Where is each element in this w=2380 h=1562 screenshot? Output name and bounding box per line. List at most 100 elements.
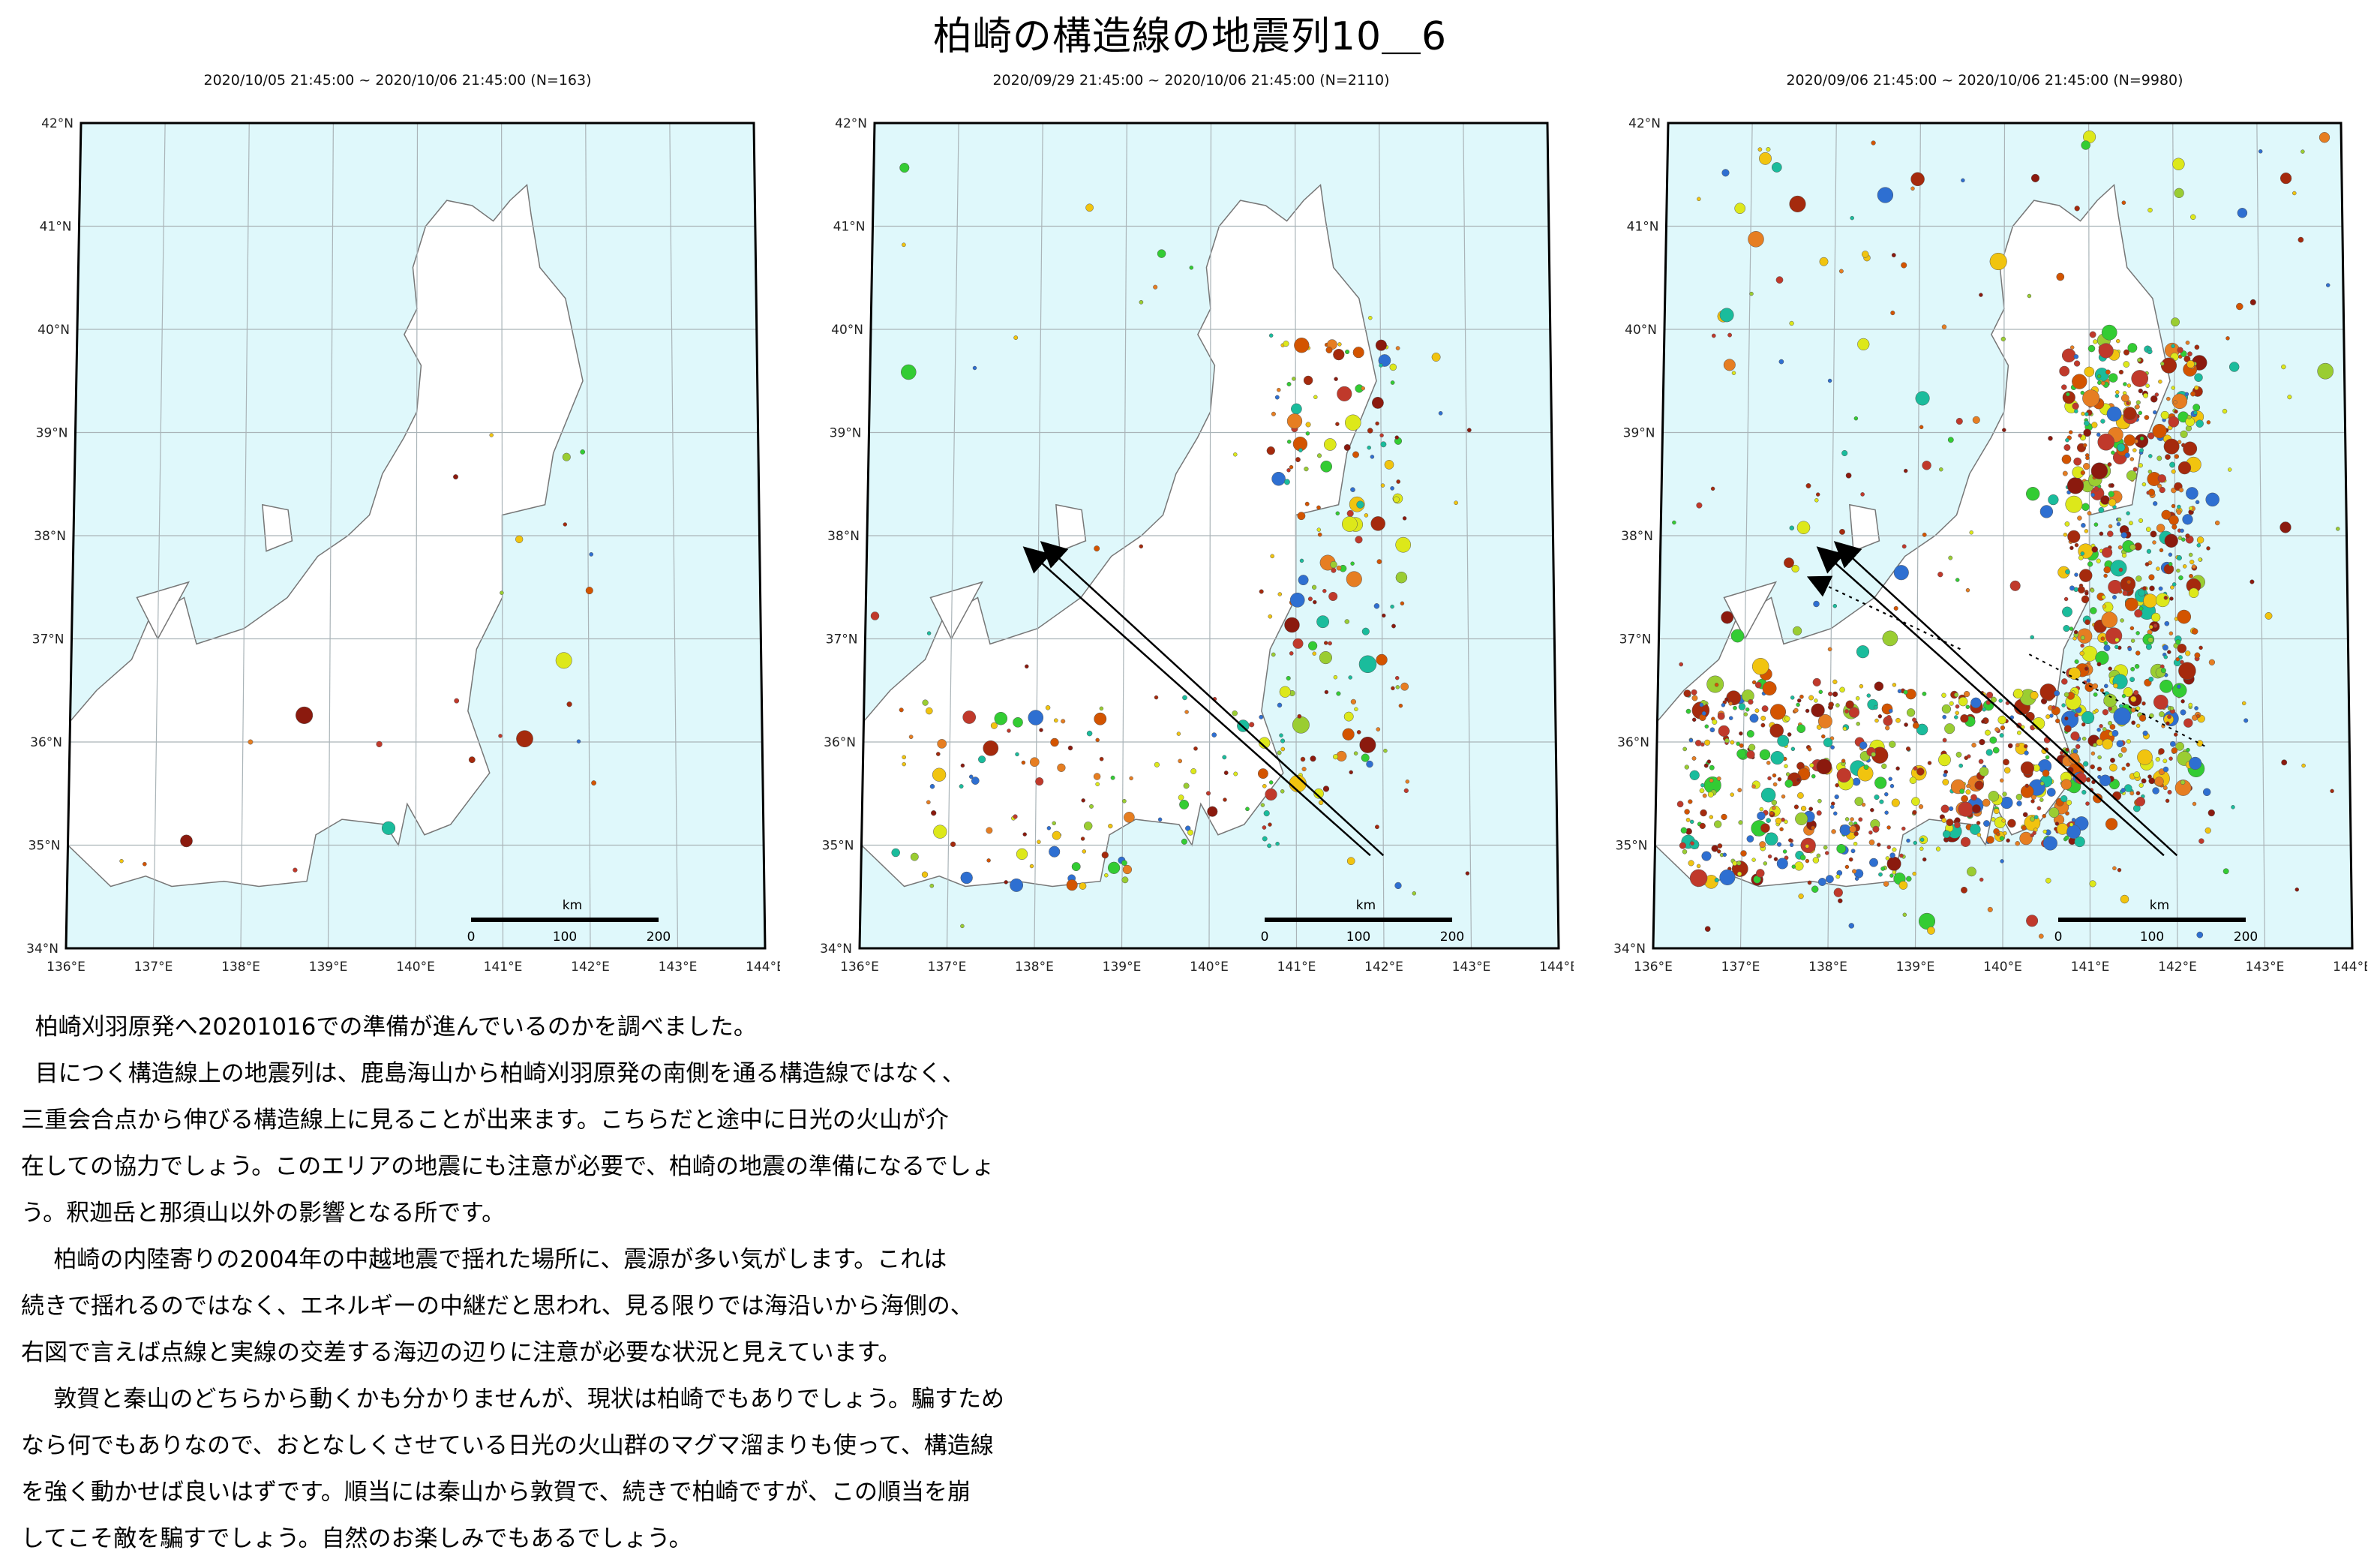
epicenter-dot (1277, 592, 1283, 596)
epicenter-dot (931, 810, 937, 816)
epicenter-dot (2249, 579, 2255, 584)
epicenter-dot (1901, 544, 1907, 549)
epicenter-dot (2087, 344, 2096, 353)
epicenter-dot (1268, 333, 1274, 338)
epicenter-dot (2153, 501, 2158, 506)
epicenter-dot (1763, 861, 1768, 866)
epicenter-dot (2060, 779, 2072, 790)
epicenter-dot (1280, 738, 1286, 743)
epicenter-dot (1289, 651, 1294, 656)
epicenter-dot (1719, 869, 1736, 885)
epicenter-dot (2174, 454, 2180, 459)
epicenter-dot (1057, 763, 1066, 772)
epicenter-dot (1303, 375, 1313, 386)
latitude-label: 37°N (1619, 632, 1652, 647)
epicenter-dot (2206, 420, 2211, 425)
epicenter-dot (1927, 927, 1935, 935)
epicenter-dot (2168, 756, 2173, 761)
epicenter-dot (1789, 195, 1806, 212)
epicenter-dot (2067, 530, 2081, 543)
epicenter-dot (1830, 804, 1835, 810)
text-line: 三重会合点から伸びる構造線上に見ることが出来ます。こちらだと途中に日光の火山が介 (21, 1107, 949, 1134)
epicenter-dot (2108, 579, 2123, 594)
epicenter-dot (1280, 746, 1286, 752)
map-frame (1652, 122, 2354, 950)
epicenter-dot (2165, 721, 2170, 726)
epicenter-dot (2117, 545, 2123, 550)
epicenter-dot (2171, 683, 2187, 698)
epicenter-dot (1305, 431, 1310, 436)
epicenter-dot (1454, 500, 1458, 506)
epicenter-dot (1766, 818, 1771, 823)
epicenter-dot (2000, 336, 2006, 342)
latitude-label: 34°N (26, 942, 59, 957)
epicenter-dot (2091, 546, 2098, 553)
epicenter-dot (1284, 617, 1300, 633)
longitude-label: 136°E (1634, 960, 1673, 975)
epicenter-dot (1304, 466, 1309, 472)
epicenter-dot (1754, 708, 1760, 713)
epicenter-dot (2138, 714, 2147, 722)
epicenter-dot (1940, 804, 1949, 813)
epicenter-dot (2081, 736, 2087, 741)
epicenter-dot (1709, 764, 1715, 770)
epicenter-dot (1301, 767, 1307, 772)
longitude-label: 136°E (47, 960, 86, 975)
epicenter-dot (2162, 758, 2168, 764)
epicenter-dot (1874, 776, 1887, 789)
epicenter-dot (1905, 746, 1911, 752)
seismicity-map: 42°N 41°N 40°N 39°N 38°N 37°N 36°N 35°N 34°N 136°… (26, 116, 780, 975)
epicenter-dot (1836, 843, 1847, 854)
epicenter-dot (1868, 839, 1875, 846)
epicenter-dot (1328, 641, 1332, 646)
epicenter-dot (929, 883, 935, 888)
epicenter-dot (1737, 788, 1742, 793)
epicenter-dot (1760, 722, 1766, 728)
epicenter-dot (1323, 438, 1337, 451)
structural-line-arrows (1806, 541, 2207, 857)
epicenter-dot (2187, 351, 2192, 357)
epicenter-dot (1700, 809, 1707, 817)
epicenter-dot (2189, 506, 2193, 511)
epicenter-dot (2093, 743, 2097, 747)
epicenter-dot (1882, 630, 1898, 647)
epicenter-dot (1680, 827, 1688, 834)
epicenter-dot (1679, 842, 1686, 849)
epicenter-dot (1101, 852, 1109, 859)
epicenter-dot (1910, 186, 1915, 191)
epicenter-dot (1081, 798, 1085, 803)
epicenter-dot (1913, 840, 1918, 846)
epicenter-dot (1270, 554, 1275, 559)
epicenter-dot (1823, 845, 1828, 850)
epicenter-dot (1182, 695, 1187, 701)
epicenter-dot (2176, 555, 2182, 561)
epicenter-dot (2181, 537, 2186, 542)
epicenter-dot (293, 867, 298, 873)
epicenter-dot (1958, 696, 1968, 707)
epicenter-dot (1313, 395, 1318, 400)
epicenter-dot (2185, 340, 2190, 345)
epicenter-dot (2191, 628, 2198, 635)
epicenter-dot (2152, 787, 2159, 795)
epicenter-dot (2214, 520, 2220, 526)
epicenter-dot (1898, 881, 1908, 890)
epicenter-dot (1796, 777, 1801, 783)
epicenter-dot (1852, 777, 1861, 786)
epicenter-dot (1307, 641, 1318, 650)
epicenter-dot (2085, 455, 2090, 461)
epicenter-dot (1376, 559, 1382, 564)
epicenter-dot (2186, 360, 2195, 368)
epicenter-dot (1871, 140, 1876, 146)
epicenter-dot (1808, 807, 1814, 812)
page-title: 柏崎の構造線の地震列10＿6 (932, 14, 1448, 59)
epicenter-dot (1941, 324, 1947, 329)
epicenter-dot (1139, 544, 1144, 549)
epicenter-dot (2039, 781, 2045, 786)
epicenter-dot (1759, 841, 1766, 849)
epicenter-dot (1974, 780, 1984, 790)
epicenter-dot (1277, 702, 1283, 708)
epicenter-dot (1286, 675, 1291, 681)
epicenter-dot (2204, 827, 2211, 834)
epicenter-dot (2129, 544, 2136, 551)
epicenter-dot (1976, 821, 1981, 825)
